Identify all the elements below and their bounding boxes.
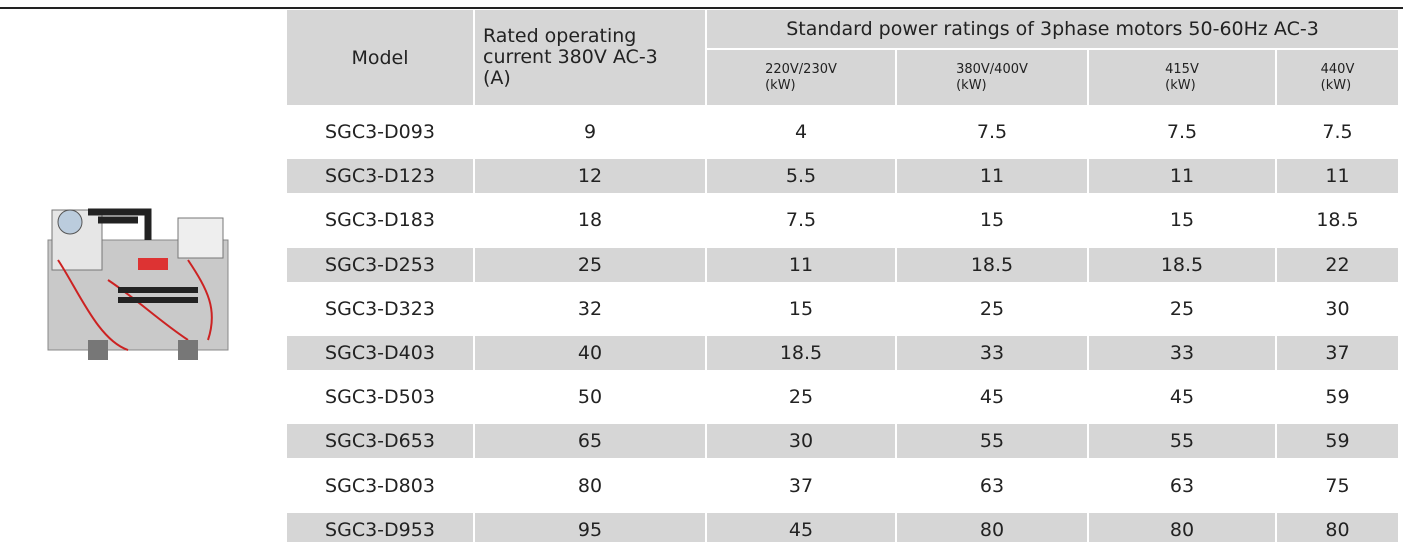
subcolumn-unit: (kW)	[1165, 78, 1199, 94]
header-subcolumn: 440V(kW)	[1277, 50, 1398, 105]
model-cell: SGC3-D653	[287, 424, 473, 458]
value-cell: 63	[897, 469, 1087, 503]
value-cell: 95	[475, 513, 705, 542]
value-cell: 18.5	[707, 336, 895, 370]
subcolumn-label: 220V/230V(kW)	[765, 62, 837, 94]
value-cell: 80	[475, 469, 705, 503]
subcolumn-label: 440V(kW)	[1321, 62, 1355, 94]
header-current-text: Rated operating current 380V AC-3 (A)	[483, 26, 683, 89]
value-cell: 25	[1089, 292, 1275, 326]
subcolumn-label: 415V(kW)	[1165, 62, 1199, 94]
header-subcolumn: 220V/230V(kW)	[707, 50, 895, 105]
value-cell: 11	[1277, 159, 1398, 193]
top-rule	[0, 7, 1403, 9]
value-cell: 11	[897, 159, 1087, 193]
value-cell: 63	[1089, 469, 1275, 503]
value-cell: 7.5	[1277, 115, 1398, 149]
model-cell: SGC3-D323	[287, 292, 473, 326]
header-group: Standard power ratings of 3phase motors …	[707, 10, 1398, 48]
subcolumn-label: 380V/400V(kW)	[956, 62, 1028, 94]
model-cell: SGC3-D403	[287, 336, 473, 370]
model-cell: SGC3-D803	[287, 469, 473, 503]
value-cell: 18.5	[1277, 203, 1398, 237]
value-cell: 18.5	[897, 248, 1087, 282]
value-cell: 59	[1277, 380, 1398, 414]
subcolumn-voltage: 415V	[1165, 62, 1199, 78]
value-cell: 15	[897, 203, 1087, 237]
model-cell: SGC3-D123	[287, 159, 473, 193]
value-cell: 80	[1277, 513, 1398, 542]
value-cell: 37	[1277, 336, 1398, 370]
value-cell: 65	[475, 424, 705, 458]
value-cell: 37	[707, 469, 895, 503]
value-cell: 25	[897, 292, 1087, 326]
value-cell: 45	[1089, 380, 1275, 414]
value-cell: 45	[707, 513, 895, 542]
subcolumn-voltage: 380V/400V	[956, 62, 1028, 78]
value-cell: 80	[897, 513, 1087, 542]
page: Model Rated operating current 380V AC-3 …	[0, 0, 1403, 542]
subcolumn-unit: (kW)	[956, 78, 1028, 94]
value-cell: 30	[707, 424, 895, 458]
product-photo	[38, 200, 238, 370]
header-subcolumn: 380V/400V(kW)	[897, 50, 1087, 105]
value-cell: 30	[1277, 292, 1398, 326]
subcolumn-voltage: 440V	[1321, 62, 1355, 78]
header-subcolumn: 415V(kW)	[1089, 50, 1275, 105]
value-cell: 9	[475, 115, 705, 149]
value-cell: 40	[475, 336, 705, 370]
value-cell: 12	[475, 159, 705, 193]
value-cell: 7.5	[897, 115, 1087, 149]
value-cell: 33	[897, 336, 1087, 370]
value-cell: 50	[475, 380, 705, 414]
value-cell: 22	[1277, 248, 1398, 282]
value-cell: 5.5	[707, 159, 895, 193]
value-cell: 55	[1089, 424, 1275, 458]
value-cell: 75	[1277, 469, 1398, 503]
model-cell: SGC3-D253	[287, 248, 473, 282]
value-cell: 7.5	[1089, 115, 1275, 149]
value-cell: 18.5	[1089, 248, 1275, 282]
model-cell: SGC3-D183	[287, 203, 473, 237]
value-cell: 45	[897, 380, 1087, 414]
header-model: Model	[287, 10, 473, 105]
value-cell: 11	[1089, 159, 1275, 193]
value-cell: 33	[1089, 336, 1275, 370]
value-cell: 55	[897, 424, 1087, 458]
value-cell: 18	[475, 203, 705, 237]
header-current: Rated operating current 380V AC-3 (A)	[475, 10, 705, 105]
value-cell: 59	[1277, 424, 1398, 458]
value-cell: 80	[1089, 513, 1275, 542]
subcolumn-unit: (kW)	[765, 78, 837, 94]
value-cell: 4	[707, 115, 895, 149]
value-cell: 7.5	[707, 203, 895, 237]
value-cell: 15	[707, 292, 895, 326]
value-cell: 32	[475, 292, 705, 326]
value-cell: 11	[707, 248, 895, 282]
model-cell: SGC3-D953	[287, 513, 473, 542]
subcolumn-voltage: 220V/230V	[765, 62, 837, 78]
value-cell: 25	[475, 248, 705, 282]
model-cell: SGC3-D093	[287, 115, 473, 149]
value-cell: 25	[707, 380, 895, 414]
value-cell: 15	[1089, 203, 1275, 237]
model-cell: SGC3-D503	[287, 380, 473, 414]
subcolumn-unit: (kW)	[1321, 78, 1355, 94]
